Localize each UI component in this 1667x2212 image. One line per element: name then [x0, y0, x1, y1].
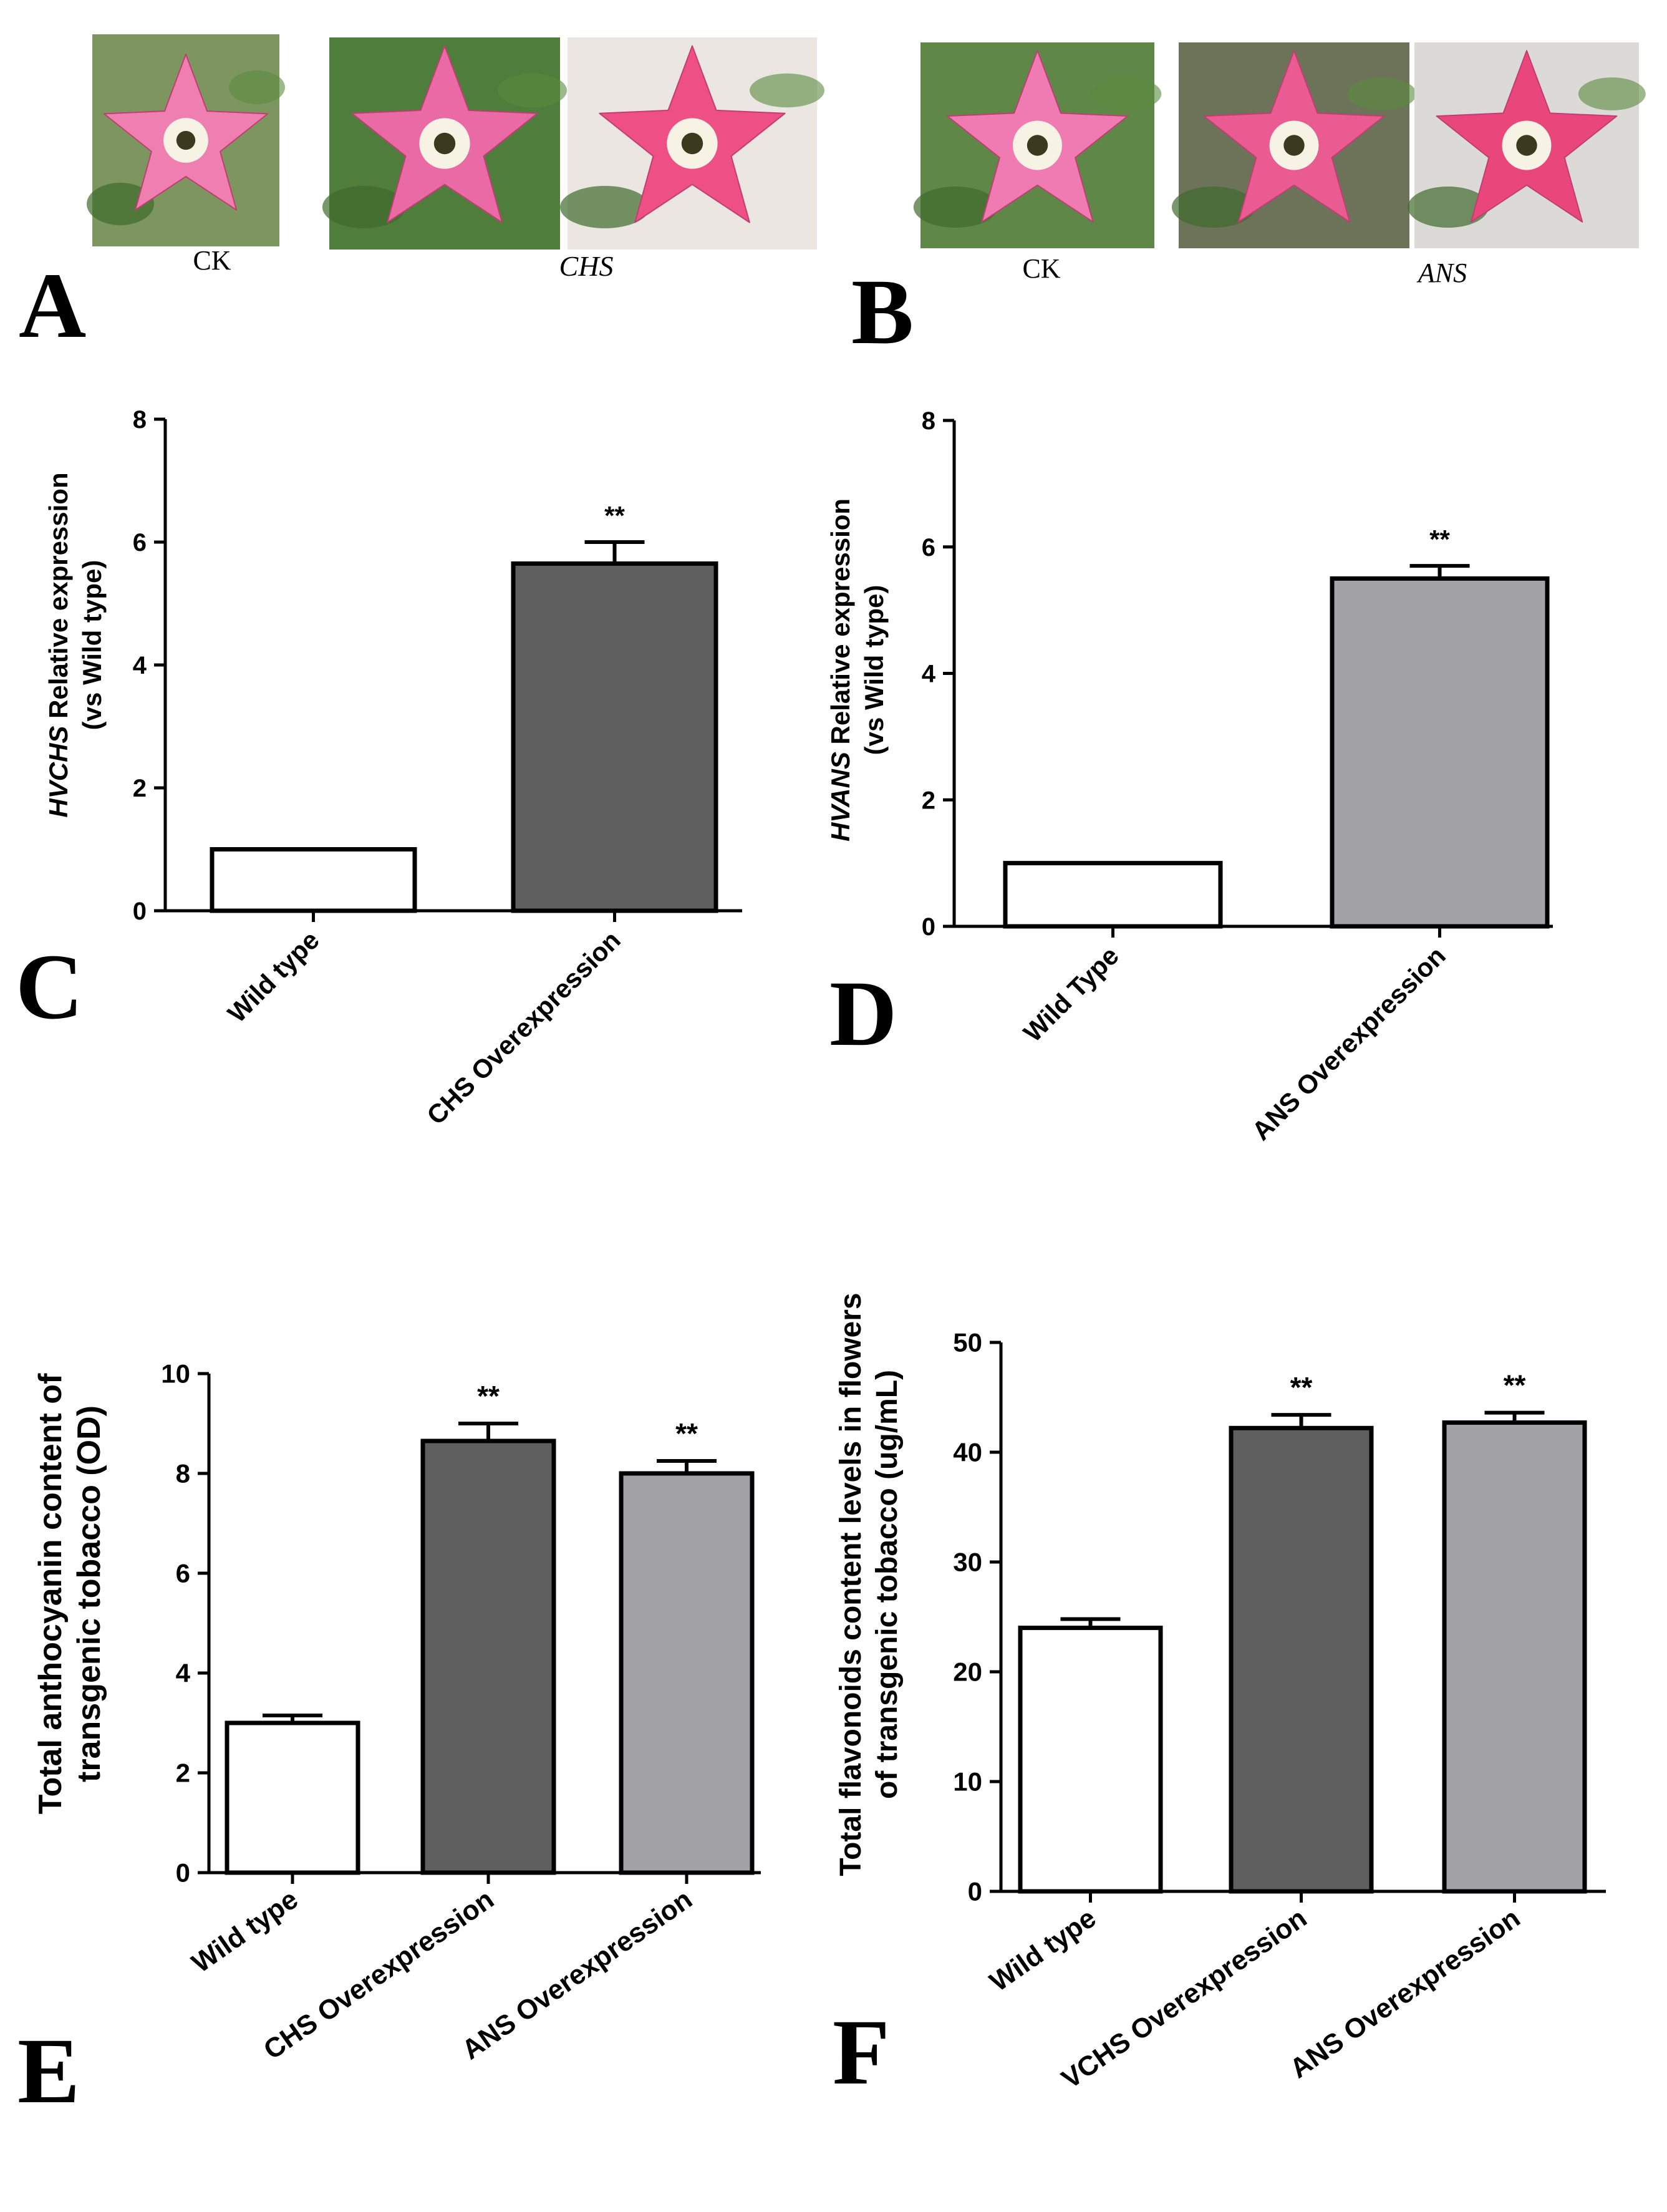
- flower-stamen: [681, 132, 703, 155]
- leaf: [750, 73, 824, 108]
- y-tick-label: 4: [176, 1659, 191, 1688]
- y-axis-label-line2: (vs Wild type): [859, 585, 889, 755]
- leaf: [1347, 77, 1417, 110]
- significance-label: **: [1429, 525, 1450, 554]
- y-tick-label: 30: [953, 1548, 982, 1577]
- leaf: [1578, 77, 1646, 110]
- photo-caption-ck: CK: [1022, 253, 1060, 284]
- y-tick-label: 20: [953, 1657, 982, 1687]
- photo-panel-b: CK ANS B: [851, 42, 1646, 364]
- photo-ck: [87, 34, 285, 246]
- y-tick-label: 40: [953, 1438, 982, 1467]
- bar-1: [225, 1720, 360, 1875]
- flower-stamen: [1027, 135, 1048, 156]
- leaf: [560, 186, 650, 228]
- y-tick-label: 2: [922, 787, 935, 814]
- flower-stamen: [1283, 135, 1305, 156]
- panel-label-f: F: [833, 2001, 890, 2104]
- bar-1: [1018, 1626, 1163, 1894]
- y-tick-label: 50: [953, 1328, 982, 1357]
- x-category-label: Wild Type: [1018, 941, 1124, 1047]
- y-tick-label: 4: [133, 652, 147, 679]
- bar-2: [511, 561, 718, 913]
- y-tick-label: 4: [922, 661, 936, 688]
- significance-label: **: [1290, 1371, 1313, 1404]
- photo-panel-a: CK CHS A: [19, 34, 824, 357]
- flower-stamen: [1516, 135, 1537, 156]
- bar-2: [420, 1438, 556, 1875]
- y-axis-label-line2: (vs Wild type): [77, 560, 107, 730]
- bar-3: [619, 1471, 755, 1875]
- x-category-label: Wild type: [186, 1884, 304, 1979]
- x-category-label: Wild type: [222, 925, 325, 1028]
- leaf: [1091, 77, 1162, 110]
- y-axis-label-line2: of transgenic tobacco (ug/mL): [871, 1370, 904, 1799]
- photo-ans-1: [1171, 42, 1417, 248]
- significance-label: **: [1504, 1369, 1526, 1402]
- panel-label-b: B: [851, 260, 914, 364]
- panel-label-c: C: [16, 935, 83, 1039]
- bar-3: [1442, 1420, 1587, 1894]
- bar-1: [1003, 861, 1223, 929]
- y-tick-label: 0: [176, 1858, 190, 1888]
- bar-2: [1330, 576, 1550, 929]
- y-tick-label: 2: [133, 775, 147, 802]
- x-category-label: ANS Overexpression: [1246, 941, 1451, 1146]
- significance-label: **: [604, 501, 625, 530]
- y-axis-label: HVANS Relative expression: [826, 498, 855, 842]
- leaf: [322, 186, 406, 228]
- y-tick-label: 2: [176, 1758, 190, 1788]
- y-tick-label: 10: [953, 1767, 982, 1797]
- y-tick-label: 8: [922, 407, 935, 435]
- leaf: [1408, 187, 1489, 228]
- photo-chs-1: [322, 37, 568, 250]
- y-axis-label: Total flavonoids content levels in flowe…: [834, 1293, 867, 1876]
- x-category-label: Wild type: [984, 1903, 1101, 1997]
- y-tick-label: 6: [922, 534, 935, 561]
- leaf: [229, 70, 285, 105]
- y-tick-label: 8: [133, 406, 147, 434]
- bar-2: [1229, 1425, 1374, 1894]
- panel-label-a: A: [19, 254, 86, 357]
- y-tick-label: 0: [133, 898, 147, 925]
- chart-e: Total anthocyanin content of transgenic …: [17, 1359, 761, 2123]
- chart-f: Total flavonoids content levels in flowe…: [833, 1293, 1606, 2104]
- y-tick-label: 0: [922, 913, 935, 941]
- x-category-label: CHS Overexpression: [421, 925, 626, 1130]
- chart-c: HVCHS Relative expression (vs Wild type)…: [16, 406, 742, 1130]
- panel-label-d: D: [829, 962, 897, 1065]
- photo-ans-2: [1408, 42, 1646, 248]
- y-tick-label: 10: [161, 1359, 190, 1389]
- y-axis-label: HVCHS Relative expression: [44, 472, 73, 817]
- y-tick-label: 0: [968, 1877, 982, 1906]
- leaf: [913, 187, 998, 228]
- y-tick-label: 8: [176, 1459, 190, 1488]
- leaf: [1171, 187, 1255, 228]
- significance-label: **: [477, 1380, 500, 1412]
- y-axis-label-line2: transgenic tobacco (OD): [71, 1405, 107, 1782]
- photo-caption-chs: CHS: [559, 250, 614, 282]
- photo-chs-2: [560, 37, 824, 250]
- flower-stamen: [176, 130, 196, 150]
- y-axis-label: Total anthocyanin content of: [32, 1373, 69, 1814]
- photo-caption-ans: ANS: [1416, 258, 1467, 288]
- leaf: [87, 183, 154, 225]
- leaf: [498, 73, 568, 108]
- photo-ck: [913, 42, 1162, 248]
- flower-stamen: [433, 132, 456, 155]
- bar-1: [210, 847, 417, 913]
- y-tick-label: 6: [133, 529, 147, 556]
- panel-label-e: E: [17, 2019, 80, 2123]
- x-category-label: ANS Overexpression: [1285, 1903, 1526, 2084]
- y-tick-label: 6: [176, 1559, 190, 1588]
- chart-d: HVANS Relative expression (vs Wild type)…: [826, 407, 1553, 1146]
- photo-caption-ck: CK: [193, 245, 231, 276]
- significance-label: **: [675, 1417, 698, 1450]
